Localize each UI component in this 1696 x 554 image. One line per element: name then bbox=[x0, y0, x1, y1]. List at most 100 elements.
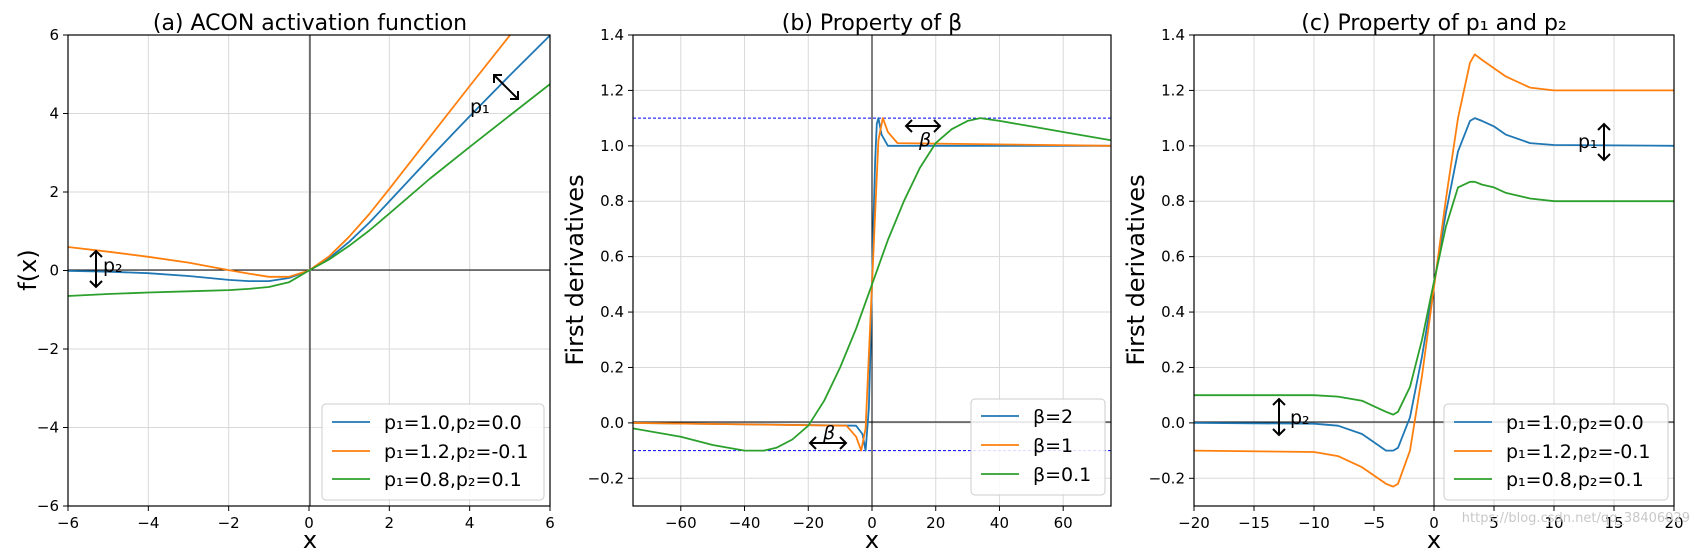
panel-b-ytick-label: 0.6 bbox=[600, 248, 624, 266]
panel-c-series bbox=[1194, 53, 1674, 488]
panel-a-legend-box bbox=[321, 403, 545, 501]
panel-b-ytick-label: −0.2 bbox=[588, 469, 624, 487]
panel-c-p2-label: p₂ bbox=[1290, 407, 1310, 429]
panel-a-xtick-label: 0 bbox=[304, 514, 314, 532]
panel-a-xtick-label: 6 bbox=[545, 514, 555, 532]
panel-c-xtick-label: 0 bbox=[1429, 514, 1439, 532]
panel-a-ytick-label: 0 bbox=[49, 262, 59, 280]
panel-c-ytick-label: 0.2 bbox=[1161, 358, 1185, 376]
panel-b-y-ticks: −0.2 0.0 0.2 0.4 0.6 0.8 1.0 1.2 1.4 bbox=[588, 26, 633, 487]
panel-c-xtick-label: 5 bbox=[1489, 514, 1499, 532]
panel-c: (c) Property of p₁ and p₂ −20 −15 −10 −5 0 5 1… bbox=[1122, 11, 1684, 554]
panel-a-xlabel: x bbox=[303, 526, 317, 554]
panel-b-beta-label-bottom: β bbox=[822, 422, 835, 444]
panel-c-xtick-label: −15 bbox=[1238, 514, 1270, 532]
panel-c-xtick-label: −5 bbox=[1363, 514, 1385, 532]
panel-c-xtick-label: 20 bbox=[1664, 514, 1683, 532]
panel-b-ylabel: First derivatives bbox=[561, 174, 589, 365]
panel-c-legend-box bbox=[1443, 403, 1669, 501]
panel-b-ytick-label: 0.2 bbox=[600, 358, 624, 376]
panel-c-ytick-label: −0.2 bbox=[1149, 469, 1185, 487]
panel-b-ytick-label: 1.4 bbox=[600, 26, 624, 44]
panel-a-xtick-label: 2 bbox=[385, 514, 395, 532]
panel-b-beta-arrow-bottom bbox=[808, 436, 848, 450]
panel-a-ylabel: f(x) bbox=[14, 249, 42, 290]
panel-c-series-line-2 bbox=[1194, 180, 1674, 416]
panel-a-ytick-label: −6 bbox=[37, 497, 59, 515]
panel-b-xtick-label: −60 bbox=[665, 514, 697, 532]
panel-c-xtick-label: −20 bbox=[1178, 514, 1210, 532]
panel-b: (b) Property of β −60 −40 −20 0 20 40 60 −0.2 0… bbox=[561, 11, 1112, 554]
panel-b-ytick-label: 0.0 bbox=[600, 414, 624, 432]
panel-a-p2-label: p₂ bbox=[103, 255, 123, 277]
panel-c-p1-label: p₁ bbox=[1578, 131, 1598, 153]
panel-a-ytick-label: 4 bbox=[49, 105, 59, 123]
panel-b-legend-label-2: β=0.1 bbox=[1033, 464, 1091, 486]
panel-a-xtick-label: −2 bbox=[218, 514, 240, 532]
panel-c-title: (c) Property of p₁ and p₂ bbox=[1301, 11, 1566, 36]
panel-c-xtick-label: 10 bbox=[1544, 514, 1563, 532]
panel-c-legend-label-1: p₁=1.2,p₂=-0.1 bbox=[1506, 441, 1651, 463]
panel-a: (a) ACON activation function −6 −4 −2 0 2 4 6 … bbox=[14, 11, 555, 554]
panel-b-ytick-label: 1.0 bbox=[600, 137, 624, 155]
panel-b-series-line-2 bbox=[633, 117, 1111, 452]
panel-c-ytick-label: 0.4 bbox=[1161, 303, 1185, 321]
panel-b-beta-arrow-top bbox=[904, 119, 942, 133]
panel-b-xtick-label: 60 bbox=[1054, 514, 1073, 532]
panel-c-ytick-label: 0.8 bbox=[1161, 192, 1185, 210]
panel-b-xlabel: x bbox=[865, 526, 879, 554]
panel-c-ytick-label: 0.6 bbox=[1161, 248, 1185, 266]
panel-b-ytick-label: 0.8 bbox=[600, 192, 624, 210]
panel-b-xtick-label: −40 bbox=[729, 514, 761, 532]
panel-b-x-ticks: −60 −40 −20 0 20 40 60 bbox=[665, 506, 1073, 532]
panel-a-x-ticks: −6 −4 −2 0 2 4 6 bbox=[57, 506, 555, 532]
panel-a-xtick-label: 4 bbox=[465, 514, 475, 532]
panel-c-legend-label-0: p₁=1.0,p₂=0.0 bbox=[1506, 412, 1644, 434]
panel-b-legend: β=2 β=1 β=0.1 bbox=[970, 398, 1106, 496]
panel-c-p1-double-arrow bbox=[1597, 122, 1611, 162]
panel-c-ytick-label: 1.2 bbox=[1161, 81, 1185, 99]
panel-c-xtick-label: −10 bbox=[1298, 514, 1330, 532]
panel-c-ytick-label: 1.0 bbox=[1161, 137, 1185, 155]
panel-a-ytick-label: −4 bbox=[37, 419, 59, 437]
panel-a-title: (a) ACON activation function bbox=[153, 11, 467, 36]
panel-a-ytick-label: 6 bbox=[49, 26, 59, 44]
panel-a-xtick-label: −4 bbox=[137, 514, 159, 532]
panel-b-ytick-label: 1.2 bbox=[600, 81, 624, 99]
panel-b-xtick-label: 20 bbox=[926, 514, 945, 532]
panel-c-legend: p₁=1.0,p₂=0.0 p₁=1.2,p₂=-0.1 p₁=0.8,p₂=0… bbox=[1443, 403, 1669, 501]
panel-b-beta-label-top: β bbox=[918, 129, 931, 151]
panel-a-legend-label-1: p₁=1.2,p₂=-0.1 bbox=[384, 441, 529, 463]
panel-a-ytick-label: 2 bbox=[49, 183, 59, 201]
panel-b-title: (b) Property of β bbox=[782, 11, 962, 36]
panel-b-legend-label-1: β=1 bbox=[1033, 435, 1073, 457]
panel-c-xlabel: x bbox=[1427, 526, 1441, 554]
panel-a-legend: p₁=1.0,p₂=0.0 p₁=1.2,p₂=-0.1 p₁=0.8,p₂=0… bbox=[321, 403, 545, 501]
watermark: https://blog.csdn.net/qq_38406029 bbox=[1461, 511, 1690, 526]
panel-c-ylabel: First derivatives bbox=[1122, 174, 1150, 365]
panel-a-legend-label-0: p₁=1.0,p₂=0.0 bbox=[384, 412, 522, 434]
panel-c-p2-double-arrow bbox=[1272, 397, 1286, 437]
panel-a-legend-label-2: p₁=0.8,p₂=0.1 bbox=[384, 469, 522, 491]
panel-c-x-ticks: −20 −15 −10 −5 0 5 10 15 20 bbox=[1178, 506, 1684, 532]
panel-a-series bbox=[68, 35, 550, 297]
panel-c-ytick-label: 1.4 bbox=[1161, 26, 1185, 44]
panel-c-legend-label-2: p₁=0.8,p₂=0.1 bbox=[1506, 469, 1644, 491]
panel-b-xtick-label: −20 bbox=[792, 514, 824, 532]
panel-c-series-line-1 bbox=[1194, 53, 1674, 488]
panel-b-series bbox=[633, 117, 1111, 452]
panel-b-legend-box bbox=[970, 398, 1106, 496]
panel-a-xtick-label: −6 bbox=[57, 514, 79, 532]
panel-a-p1-label: p₁ bbox=[470, 96, 490, 118]
panel-b-xtick-label: 40 bbox=[990, 514, 1009, 532]
panel-c-y-ticks: −0.2 0.0 0.2 0.4 0.6 0.8 1.0 1.2 1.4 bbox=[1149, 26, 1194, 487]
panel-a-p1-double-arrow bbox=[493, 74, 519, 100]
panel-c-xtick-label: 15 bbox=[1604, 514, 1623, 532]
panel-b-legend-label-0: β=2 bbox=[1033, 406, 1073, 428]
panel-b-xtick-label: 0 bbox=[867, 514, 877, 532]
panel-a-ytick-label: −2 bbox=[37, 340, 59, 358]
panel-a-y-ticks: −6 −4 −2 0 2 4 6 bbox=[37, 26, 68, 515]
panel-b-ytick-label: 0.4 bbox=[600, 303, 624, 321]
panel-a-series-line-2 bbox=[68, 83, 550, 297]
